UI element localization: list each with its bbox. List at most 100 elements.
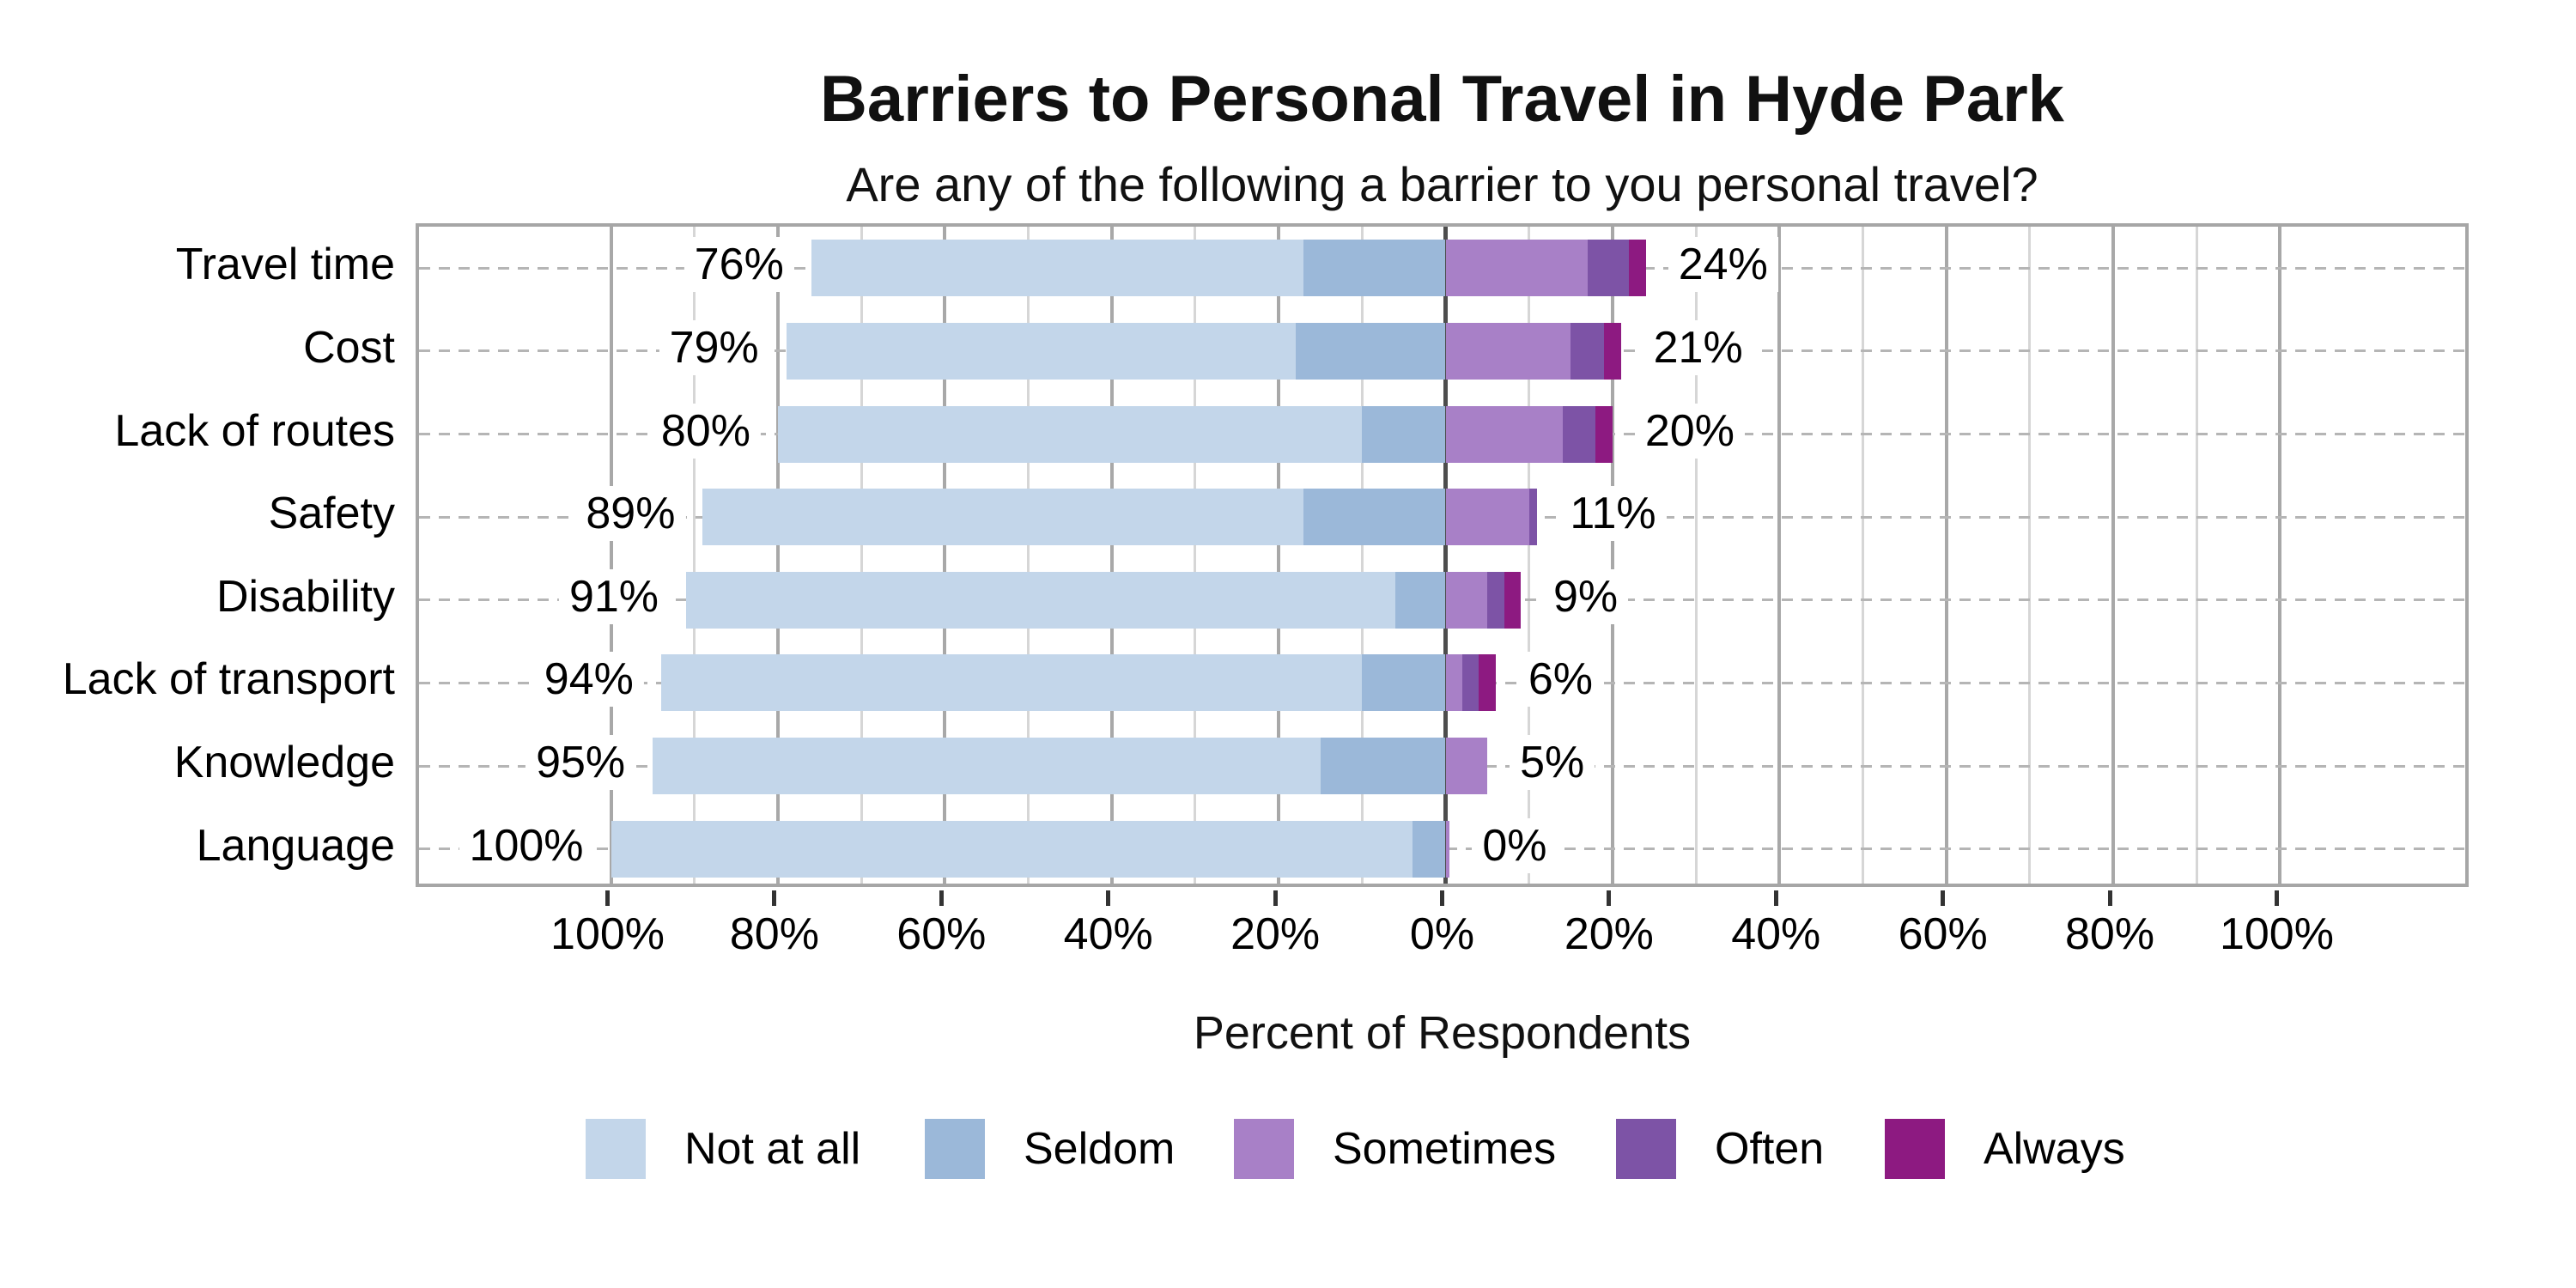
grid-line-minor	[2195, 227, 2198, 884]
left-total-label: 95%	[526, 735, 636, 791]
bar-segment-sometimes	[1445, 571, 1488, 629]
bar-segment-always	[1604, 322, 1621, 380]
bar-segment-often	[1587, 240, 1630, 297]
grid-line-minor	[1027, 227, 1030, 884]
right-total-label: 21%	[1643, 319, 1753, 375]
bar-segment-often	[1528, 489, 1538, 546]
category-label: Disability	[216, 571, 395, 622]
x-axis-tick-label: 0%	[1409, 909, 1475, 959]
bar-segment-always	[1479, 654, 1496, 712]
category-label: Lack of routes	[114, 405, 395, 456]
category-label: Cost	[303, 322, 395, 373]
legend-label: Always	[1984, 1124, 2125, 1174]
bar-segment-seldom	[1303, 240, 1446, 297]
x-axis-tick	[1773, 890, 1778, 906]
grid-line-major	[1777, 227, 1782, 884]
category-label: Knowledge	[173, 738, 395, 788]
grid-line-major	[2111, 227, 2116, 884]
bar-segment-always	[1629, 240, 1646, 297]
grid-line-major	[1944, 227, 1948, 884]
grid-line-minor	[1528, 227, 1531, 884]
legend-label: Sometimes	[1333, 1124, 1557, 1174]
x-axis-tick	[1106, 890, 1111, 906]
grid-line-minor	[2028, 227, 2032, 884]
left-total-label: 100%	[459, 817, 594, 873]
right-total-label: 24%	[1668, 237, 1778, 293]
legend-swatch	[1234, 1119, 1294, 1179]
left-total-label: 80%	[650, 403, 761, 459]
grid-line-major	[609, 227, 613, 884]
zero-line	[1443, 227, 1448, 884]
grid-line-minor	[693, 227, 696, 884]
bar-segment-often	[1487, 571, 1504, 629]
legend-swatch	[1616, 1119, 1676, 1179]
bar-segment-sometimes	[1445, 405, 1563, 463]
x-axis-tick	[1273, 890, 1278, 906]
x-axis-tick	[1440, 890, 1444, 906]
left-total-label: 79%	[659, 319, 769, 375]
x-axis-tick	[1607, 890, 1612, 906]
x-axis-tick-label: 20%	[1230, 909, 1321, 959]
grid-line-major	[1610, 227, 1614, 884]
bar-segment-not-at-all	[660, 654, 1363, 712]
bar-segment-seldom	[1412, 820, 1446, 878]
legend-label: Seldom	[1024, 1124, 1176, 1174]
x-axis-tick	[772, 890, 777, 906]
right-total-label: 0%	[1472, 817, 1558, 873]
category-label: Safety	[268, 489, 395, 539]
right-total-label: 9%	[1542, 568, 1629, 624]
x-axis-title: Percent of Respondents	[1193, 1007, 1692, 1059]
bar-segment-often	[1461, 654, 1479, 712]
grid-line-minor	[860, 227, 863, 884]
bar-segment-sometimes	[1445, 820, 1450, 878]
legend-label: Not at all	[684, 1124, 861, 1174]
x-axis-tick	[939, 890, 944, 906]
bar-segment-sometimes	[1445, 240, 1588, 297]
legend: Not at all Seldom Sometimes Often Always	[0, 1116, 2576, 1185]
right-total-label: 11%	[1559, 486, 1667, 542]
bar-segment-seldom	[1362, 654, 1446, 712]
legend-swatch	[925, 1119, 985, 1179]
chart-title: Barriers to Personal Travel in Hyde Park	[820, 63, 2064, 136]
chart-subtitle: Are any of the following a barrier to yo…	[846, 157, 2038, 211]
bar-segment-seldom	[1303, 489, 1446, 546]
x-axis-tick-label: 20%	[1564, 909, 1654, 959]
grid-line-minor	[1861, 227, 1864, 884]
legend-swatch	[1885, 1119, 1945, 1179]
right-total-label: 20%	[1634, 403, 1745, 459]
right-total-label: 6%	[1517, 652, 1603, 708]
bar-segment-sometimes	[1445, 654, 1462, 712]
bar-segment-seldom	[1362, 405, 1446, 463]
bar-segment-often	[1571, 322, 1605, 380]
x-axis-tick-label: 40%	[1731, 909, 1821, 959]
x-axis-tick-label: 80%	[729, 909, 819, 959]
grid-line-major	[2278, 227, 2282, 884]
bar-segment-always	[1595, 405, 1613, 463]
x-axis-tick	[605, 890, 611, 906]
x-axis-tick-label: 60%	[896, 909, 987, 959]
category-label: Travel time	[175, 240, 395, 290]
grid-line-minor	[1694, 227, 1698, 884]
bar-segment-not-at-all	[611, 820, 1413, 878]
grid-line-minor	[1360, 227, 1364, 884]
bar-segment-sometimes	[1445, 489, 1529, 546]
plot-area	[416, 223, 2469, 887]
left-total-label: 91%	[558, 568, 670, 624]
x-axis-tick-label: 100%	[550, 909, 665, 959]
grid-line-minor	[1194, 227, 1197, 884]
category-label: Lack of transport	[62, 654, 395, 705]
bar-segment-not-at-all	[686, 571, 1396, 629]
bar-segment-not-at-all	[777, 405, 1363, 463]
right-total-label: 5%	[1510, 735, 1595, 791]
legend-swatch	[586, 1119, 646, 1179]
category-label: Language	[196, 820, 395, 871]
bar-segment-not-at-all	[653, 738, 1321, 795]
x-axis-tick-label: 40%	[1063, 909, 1153, 959]
x-axis-tick-label: 80%	[2065, 909, 2155, 959]
x-axis-tick-label: 60%	[1898, 909, 1988, 959]
grid-line-major	[943, 227, 947, 884]
grid-line-major	[775, 227, 780, 884]
bar-segment-often	[1562, 405, 1596, 463]
x-axis-tick-label: 100%	[2219, 909, 2334, 959]
